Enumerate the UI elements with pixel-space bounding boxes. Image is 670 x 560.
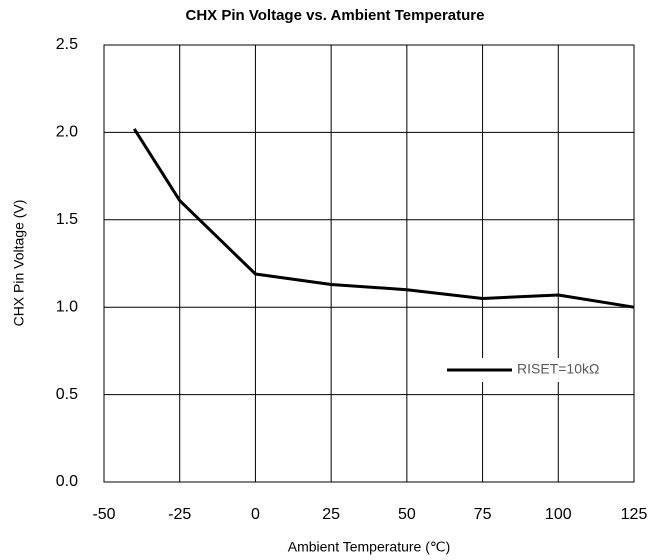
plot-border xyxy=(103,44,635,483)
y-tick-label: 1.0 xyxy=(56,298,78,315)
x-tick-label: 75 xyxy=(474,506,492,523)
data-line xyxy=(133,128,635,309)
x-tick-label: -25 xyxy=(168,506,191,523)
y-tick-label: 2.5 xyxy=(56,36,78,53)
y-tick-label: 0.5 xyxy=(56,386,78,403)
legend-label: RISET=10kΩ xyxy=(517,361,599,377)
y-axis-label: CHX Pin Voltage (V) xyxy=(11,200,27,327)
x-tick-label: 25 xyxy=(322,506,340,523)
x-axis-label: Ambient Temperature (℃) xyxy=(288,539,451,555)
chart-title: CHX Pin Voltage vs. Ambient Temperature xyxy=(186,7,485,24)
y-tick-label: 2.0 xyxy=(56,124,78,141)
y-tick-label: 0.0 xyxy=(56,473,78,490)
x-tick-label: -50 xyxy=(92,506,115,523)
y-tick-label: 1.5 xyxy=(56,211,78,228)
x-tick-label: 100 xyxy=(545,506,572,523)
x-tick-label: 50 xyxy=(398,506,416,523)
x-tick-label: 0 xyxy=(251,506,260,523)
x-tick-label: 125 xyxy=(621,506,648,523)
